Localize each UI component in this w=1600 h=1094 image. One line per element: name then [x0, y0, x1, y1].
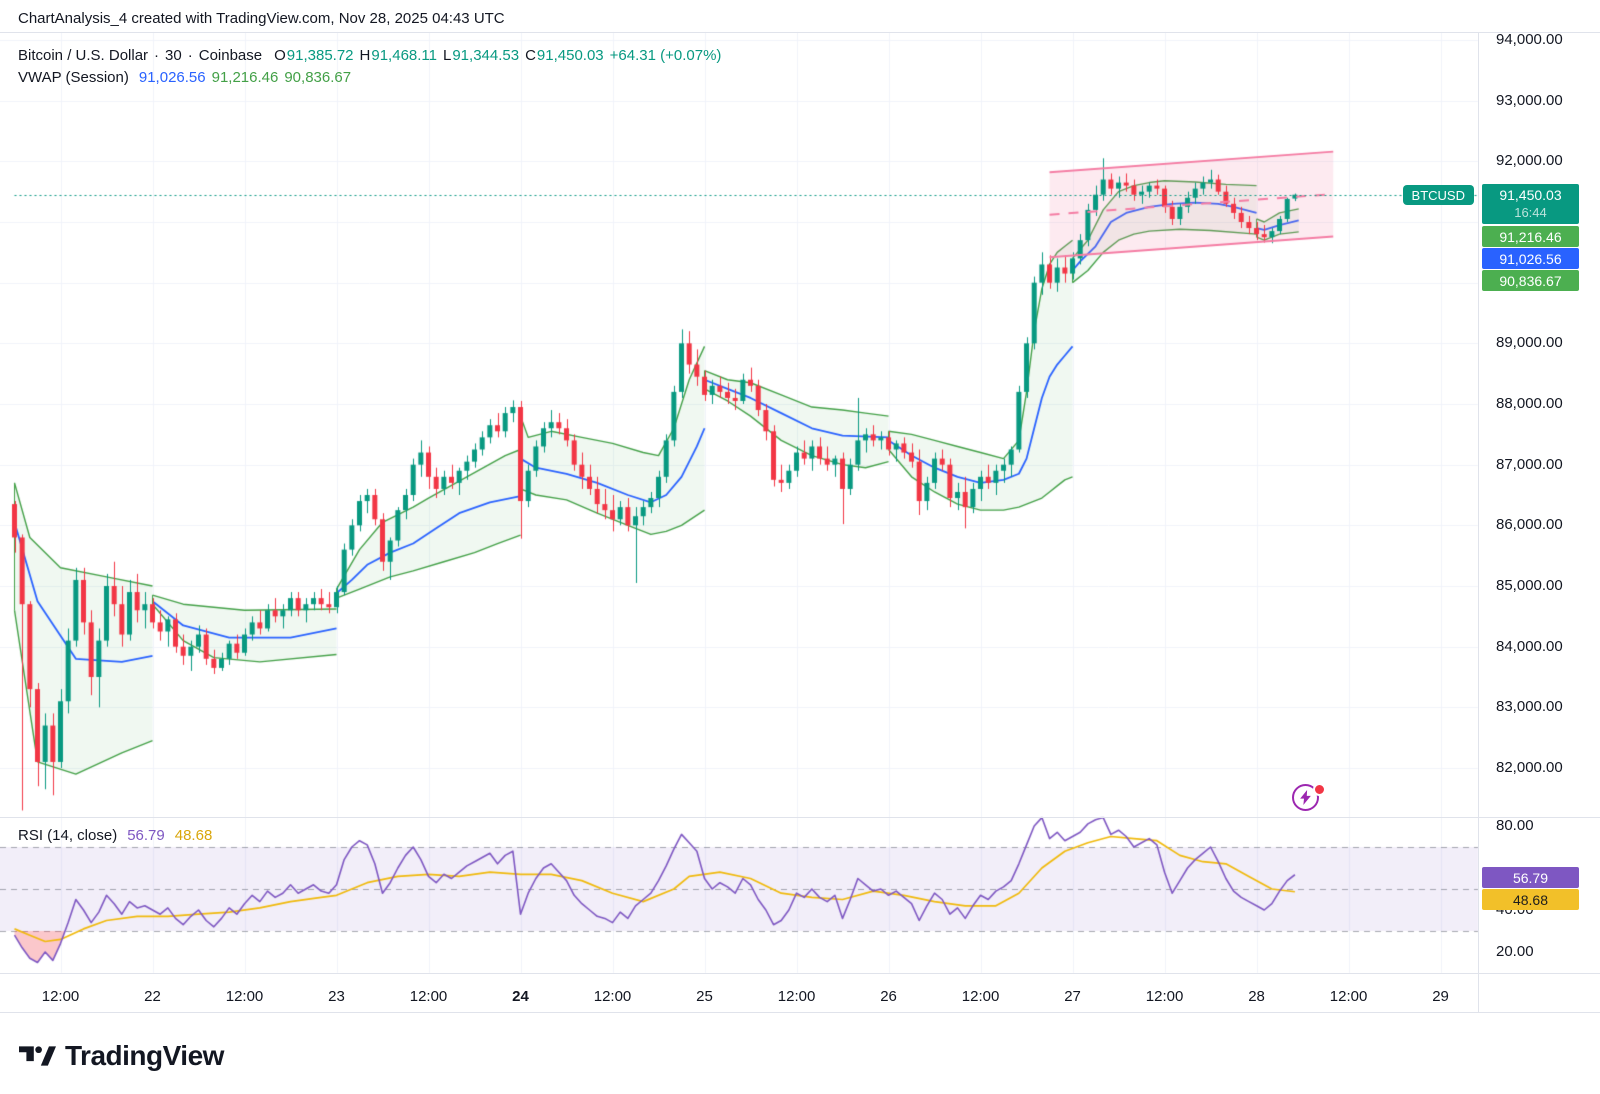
ohlc-high: H 91,468.11 — [359, 47, 437, 64]
legend-separator: · — [187, 47, 193, 64]
exchange-name: Coinbase — [198, 47, 263, 64]
price-axis-label: 93,000.00 — [1496, 91, 1563, 109]
time-axis-label: 24 — [512, 988, 529, 1005]
rsi-legend[interactable]: RSI (14, close) 56.79 48.68 — [18, 827, 212, 844]
time-axis-top-divider — [0, 973, 1600, 974]
pane-divider — [0, 817, 1600, 818]
rsi-ma-value: 48.68 — [174, 827, 213, 844]
bar-countdown: 16:44 — [1514, 205, 1547, 220]
price-axis-label: 87,000.00 — [1496, 455, 1563, 473]
price-axis-label: 83,000.00 — [1496, 698, 1563, 716]
time-axis-label: 28 — [1248, 988, 1265, 1005]
lightning-bolt-icon — [1300, 790, 1311, 805]
time-axis-label: 12:00 — [1145, 988, 1184, 1005]
price-axis-label: 92,000.00 — [1496, 152, 1563, 170]
price-axis-label: 86,000.00 — [1496, 516, 1563, 534]
header-divider — [0, 32, 1600, 33]
vwap-lower-band-tag[interactable]: 90,836.67 — [1482, 270, 1579, 291]
rsi-label: RSI (14, close) — [18, 827, 118, 844]
vwap-mid-tag[interactable]: 91,026.56 — [1482, 248, 1579, 269]
price-change: +64.31 (+0.07%) — [609, 47, 722, 64]
tradingview-logo[interactable]: TradingView — [19, 1040, 224, 1072]
price-axis-label: 85,000.00 — [1496, 577, 1563, 594]
ohlc-low: L 91,344.53 — [443, 47, 520, 64]
vwap-label: VWAP (Session) — [18, 69, 129, 86]
instant-trading-button[interactable] — [1292, 783, 1326, 811]
vwap-mid-value: 91,026.56 — [138, 69, 206, 86]
vwap-lower-value: 90,836.67 — [284, 69, 352, 86]
time-axis-label: 12:00 — [225, 988, 264, 1005]
chart-interval: 30 — [165, 47, 182, 64]
symbol-name: Bitcoin / U.S. Dollar — [18, 47, 149, 64]
time-axis-label: 27 — [1064, 988, 1081, 1005]
rsi-value-tag[interactable]: 56.79 — [1482, 867, 1579, 888]
price-axis-label: 89,000.00 — [1496, 334, 1563, 352]
page-title: ChartAnalysis_4 created with TradingView… — [18, 10, 505, 27]
time-axis-label: 25 — [696, 988, 713, 1005]
rsi-axis-label: 20.00 — [1496, 943, 1534, 960]
rsi-axis-label: 80.00 — [1496, 817, 1534, 834]
tradingview-mark-icon — [19, 1046, 56, 1066]
vwap-legend[interactable]: VWAP (Session) 91,026.56 91,216.46 90,83… — [18, 69, 351, 86]
last-price-value: 91,450.03 — [1499, 187, 1562, 203]
vwap-upper-value: 91,216.46 — [211, 69, 279, 86]
time-axis-label: 29 — [1432, 988, 1449, 1005]
vwap-upper-band-tag[interactable]: 91,216.46 — [1482, 226, 1579, 247]
time-axis-bottom-divider — [0, 1012, 1600, 1013]
time-axis-label: 22 — [144, 988, 161, 1005]
ohlc-close: C 91,450.03 — [525, 47, 604, 64]
price-axis-label: 94,000.00 — [1496, 31, 1563, 48]
time-axis-label: 12:00 — [593, 988, 632, 1005]
price-axis-label: 84,000.00 — [1496, 637, 1563, 655]
price-scale-divider — [1478, 32, 1479, 1012]
rsi-value: 56.79 — [127, 827, 165, 844]
time-axis-label: 12:00 — [961, 988, 1000, 1005]
last-price-tag[interactable]: 91,450.03 16:44 — [1482, 184, 1579, 224]
price-axis-label: 88,000.00 — [1496, 395, 1563, 412]
time-axis-label: 12:00 — [409, 988, 448, 1005]
tradingview-logo-text: TradingView — [65, 1040, 224, 1071]
symbol-price-tag[interactable]: BTCUSD — [1402, 185, 1474, 205]
notification-dot — [1313, 783, 1326, 796]
legend-separator: · — [154, 47, 160, 64]
time-axis-label: 23 — [328, 988, 345, 1005]
time-axis-label: 12:00 — [1329, 988, 1368, 1005]
rsi-ma-tag[interactable]: 48.68 — [1482, 889, 1579, 910]
ohlc-open: O 91,385.72 — [274, 47, 354, 64]
time-axis-label: 12:00 — [777, 988, 816, 1005]
time-axis-label: 12:00 — [41, 988, 80, 1005]
time-axis-label: 26 — [880, 988, 897, 1005]
price-axis-label: 82,000.00 — [1496, 759, 1563, 776]
